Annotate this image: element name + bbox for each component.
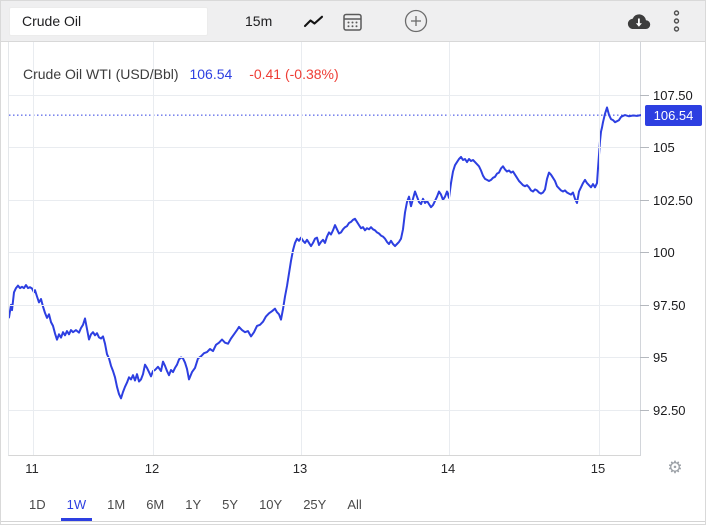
range-button-1y[interactable]: 1Y [185, 497, 202, 512]
y-axis-label: 92.50 [653, 402, 686, 418]
plot-area[interactable] [8, 42, 641, 456]
price-line [9, 106, 641, 400]
grid-line-h [9, 252, 640, 254]
grid-line-v [153, 42, 154, 455]
toolbar: 15m [1, 1, 705, 42]
grid-line-h [9, 357, 640, 359]
more-menu-icon[interactable] [672, 9, 681, 33]
grid-line-v [301, 42, 302, 455]
y-axis-label: 105 [653, 140, 675, 156]
y-axis-tick [640, 357, 649, 359]
grid-line-v [599, 42, 600, 455]
line-chart-icon[interactable] [303, 14, 325, 29]
x-axis-label: 13 [292, 461, 308, 476]
range-bar: 1D 1W 1M 6M 1Y 5Y 10Y 25Y All [1, 488, 705, 522]
chart-price: 106.54 [189, 66, 233, 82]
grid-line-h [9, 147, 640, 149]
y-axis-tick [640, 94, 649, 96]
x-axis: 11 12 13 14 15 [1, 456, 641, 488]
grid-line-v [449, 42, 450, 455]
y-axis-label: 97.50 [653, 297, 686, 313]
grid-line-h [9, 199, 640, 201]
x-axis-label: 12 [144, 461, 160, 476]
grid-line-v [33, 42, 34, 455]
download-cloud-icon[interactable] [626, 12, 651, 30]
add-circle-icon[interactable] [404, 9, 428, 33]
chart-region: Crude Oil WTI (USD/Bbl) 106.54 -0.41 (-0… [1, 42, 705, 488]
chart-change: -0.41 (-0.38%) [249, 66, 339, 82]
y-axis-tick [640, 304, 649, 306]
range-button-25y[interactable]: 25Y [303, 497, 327, 512]
search-input[interactable] [9, 6, 208, 36]
y-axis-tick [640, 147, 649, 149]
range-button-6m[interactable]: 6M [146, 497, 165, 512]
range-button-10y[interactable]: 10Y [259, 497, 283, 512]
range-button-1d[interactable]: 1D [29, 497, 46, 512]
range-button-5y[interactable]: 5Y [222, 497, 239, 512]
y-axis-tick [640, 409, 649, 411]
y-axis-tick [640, 252, 649, 254]
x-axis-label: 14 [440, 461, 456, 476]
price-line-chart[interactable] [9, 42, 641, 455]
range-button-all[interactable]: All [347, 497, 362, 512]
y-axis-label: 107.50 [653, 87, 693, 103]
range-button-1w[interactable]: 1W [60, 488, 92, 521]
interval-selector[interactable]: 15m [245, 13, 273, 29]
grid-line-h [9, 94, 640, 96]
y-axis-label: 95 [653, 350, 668, 366]
y-axis-label: 100 [653, 245, 675, 261]
range-button-1m[interactable]: 1M [107, 497, 126, 512]
chart-header: Crude Oil WTI (USD/Bbl) 106.54 -0.41 (-0… [23, 66, 339, 82]
grid-line-h [9, 304, 640, 306]
price-badge: 106.54 [645, 104, 702, 126]
y-axis: 107.50 105 102.50 100 97.50 95 92.50 [640, 42, 705, 456]
settings-gear-icon[interactable] [663, 456, 687, 480]
x-axis-label: 15 [590, 461, 606, 476]
chart-title: Crude Oil WTI (USD/Bbl) [23, 66, 179, 82]
y-axis-label: 102.50 [653, 192, 693, 208]
y-axis-tick [640, 199, 649, 201]
x-axis-label: 11 [25, 461, 39, 476]
calendar-icon[interactable] [342, 11, 363, 32]
grid-line-h [9, 409, 640, 411]
